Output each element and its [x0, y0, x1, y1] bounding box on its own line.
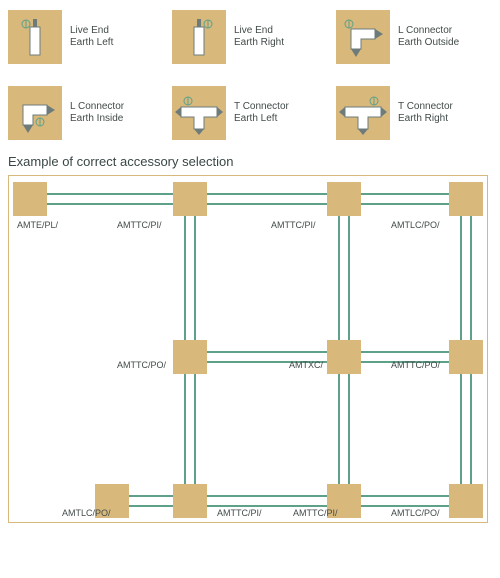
track-vertical [184, 216, 196, 340]
part-label: AMTTC/PI/ [217, 508, 262, 518]
tile-live-end-left [8, 10, 62, 64]
connector-node [449, 484, 483, 518]
tile-l-outside [336, 10, 390, 64]
part-label: AMTLC/PO/ [391, 508, 440, 518]
part-label: AMTXC/ [289, 360, 323, 370]
t-connector-left-icon [175, 91, 223, 135]
part-label: AMTTC/PI/ [271, 220, 316, 230]
icon-t-right: T ConnectorEarth Right [336, 86, 492, 140]
track-vertical [460, 374, 472, 484]
track-horizontal [361, 495, 449, 507]
icon-live-end-right: Live EndEarth Right [172, 10, 328, 64]
live-end-right-icon [179, 15, 219, 59]
label-t-left: T ConnectorEarth Left [234, 101, 289, 126]
connector-node [13, 182, 47, 216]
icon-t-left: T ConnectorEarth Left [172, 86, 328, 140]
part-label: AMTLC/PO/ [62, 508, 111, 518]
connector-node [173, 484, 207, 518]
label-l-inside: L ConnectorEarth Inside [70, 101, 124, 126]
track-vertical [184, 374, 196, 484]
example-diagram: AMTE/PL/AMTTC/PI/AMTTC/PI/AMTLC/PO/AMTTC… [8, 175, 488, 523]
connector-node [327, 340, 361, 374]
track-horizontal [207, 495, 327, 507]
tile-t-left [172, 86, 226, 140]
part-label: AMTTC/PI/ [293, 508, 338, 518]
label-t-right: T ConnectorEarth Right [398, 101, 453, 126]
track-horizontal [129, 495, 173, 507]
icon-l-inside: L ConnectorEarth Inside [8, 86, 164, 140]
part-label: AMTLC/PO/ [391, 220, 440, 230]
icon-l-outside: L ConnectorEarth Outside [336, 10, 492, 64]
connector-node [449, 340, 483, 374]
example-title: Example of correct accessory selection [8, 154, 492, 169]
connector-node [173, 340, 207, 374]
l-connector-outside-icon [341, 15, 385, 59]
track-horizontal [47, 193, 173, 205]
tile-live-end-right [172, 10, 226, 64]
part-label: AMTTC/PO/ [117, 360, 166, 370]
track-vertical [338, 374, 350, 484]
connector-node [173, 182, 207, 216]
label-live-end-left: Live EndEarth Left [70, 25, 113, 50]
part-label: AMTE/PL/ [17, 220, 58, 230]
icon-live-end-left: Live EndEarth Left [8, 10, 164, 64]
part-label: AMTTC/PI/ [117, 220, 162, 230]
part-label: AMTTC/PO/ [391, 360, 440, 370]
label-live-end-right: Live EndEarth Right [234, 25, 284, 50]
tile-l-inside [8, 86, 62, 140]
track-vertical [338, 216, 350, 340]
connector-node [327, 182, 361, 216]
page: Live EndEarth Left Live EndEarth Right [0, 0, 500, 578]
live-end-left-icon [15, 15, 55, 59]
track-horizontal [207, 193, 327, 205]
label-l-outside: L ConnectorEarth Outside [398, 25, 459, 50]
track-horizontal [361, 193, 449, 205]
connector-node [449, 182, 483, 216]
l-connector-inside-icon [13, 91, 57, 135]
tile-t-right [336, 86, 390, 140]
connector-icon-grid: Live EndEarth Left Live EndEarth Right [8, 10, 492, 140]
track-vertical [460, 216, 472, 340]
t-connector-right-icon [339, 91, 387, 135]
